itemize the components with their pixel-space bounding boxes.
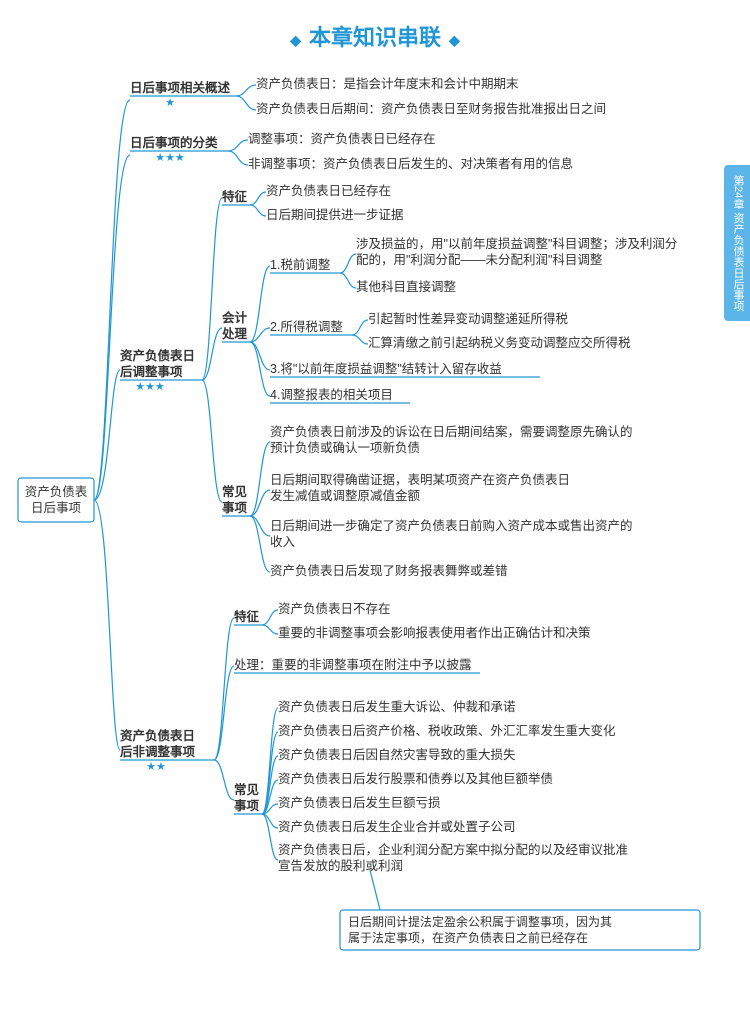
b1-label: 日后事项相关概述: [130, 80, 231, 95]
svg-text:资产负债表日后发生巨额亏损: 资产负债表日后发生巨额亏损: [278, 795, 441, 810]
svg-text:涉及损益的，用"以前年度损益调整"科目调整；涉及利润分: 涉及损益的，用"以前年度损益调整"科目调整；涉及利润分: [356, 236, 677, 251]
svg-text:处理: 处理: [221, 326, 248, 341]
root-line1: 资产负债表: [25, 485, 88, 499]
svg-text:后非调整事项: 后非调整事项: [120, 744, 196, 759]
svg-text:资产负债表日后发生企业合并或处置子公司: 资产负债表日后发生企业合并或处置子公司: [278, 819, 516, 834]
page-title: 本章知识串联: [10, 20, 740, 52]
svg-text:资产负债表日后发现了财务报表舞弊或差错: 资产负债表日后发现了财务报表舞弊或差错: [270, 563, 508, 578]
svg-text:★: ★: [165, 97, 175, 109]
svg-text:调整事项：资产负债表日已经存在: 调整事项：资产负债表日已经存在: [248, 131, 436, 146]
svg-text:汇算清缴之前引起纳税义务变动调整应交所得税: 汇算清缴之前引起纳税义务变动调整应交所得税: [368, 335, 631, 350]
svg-text:日后期间计提法定盈余公积属于调整事项，因为其: 日后期间计提法定盈余公积属于调整事项，因为其: [348, 914, 612, 929]
svg-text:重要的非调整事项会影响报表使用者作出正确估计和决策: 重要的非调整事项会影响报表使用者作出正确估计和决策: [278, 625, 591, 640]
svg-text:常见: 常见: [234, 782, 260, 797]
side-tab: 第24章 资产负债表日后事项: [724, 165, 750, 321]
svg-text:资产负债表日后，企业利润分配方案中拟分配的以及经审议批准: 资产负债表日后，企业利润分配方案中拟分配的以及经审议批准: [278, 842, 628, 857]
svg-text:会计: 会计: [222, 310, 248, 325]
svg-text:预计负债或确认一项新负债: 预计负债或确认一项新负债: [270, 440, 420, 455]
mindmap: 资产负债表 日后事项 日后事项相关概述 ★ 资产负债表日：是指会计年度末和会计中…: [10, 70, 740, 1010]
svg-text:3.将"以前年度损益调整"结转计入留存收益: 3.将"以前年度损益调整"结转计入留存收益: [270, 361, 502, 376]
svg-text:日后期间取得确凿证据，表明某项资产在资产负债表日: 日后期间取得确凿证据，表明某项资产在资产负债表日: [270, 472, 570, 487]
svg-text:引起暂时性差异变动调整递延所得税: 引起暂时性差异变动调整递延所得税: [368, 311, 569, 326]
svg-text:日后期间进一步确定了资产负债表日前购入资产成本或售出资产的: 日后期间进一步确定了资产负债表日前购入资产成本或售出资产的: [270, 518, 633, 533]
svg-text:其他科目直接调整: 其他科目直接调整: [356, 279, 457, 294]
svg-text:★★★: ★★★: [135, 381, 165, 393]
svg-text:资产负债表日后因自然灾害导致的重大损失: 资产负债表日后因自然灾害导致的重大损失: [278, 747, 516, 762]
svg-text:发生减值或调整原减值金额: 发生减值或调整原减值金额: [270, 488, 421, 503]
svg-text:资产负债表日不存在: 资产负债表日不存在: [278, 602, 391, 616]
svg-text:资产负债表日后发行股票和债券以及其他巨额举债: 资产负债表日后发行股票和债券以及其他巨额举债: [278, 771, 553, 786]
root-line2: 日后事项: [31, 501, 81, 515]
svg-text:特征: 特征: [222, 189, 248, 204]
svg-text:资产负债表日：是指会计年度末和会计中期期末: 资产负债表日：是指会计年度末和会计中期期末: [256, 76, 519, 91]
svg-text:事项: 事项: [234, 798, 260, 813]
svg-text:常见: 常见: [222, 484, 248, 499]
svg-text:2.所得税调整: 2.所得税调整: [270, 319, 343, 334]
svg-text:资产负债表日已经存在: 资产负债表日已经存在: [266, 184, 391, 198]
svg-text:★★★: ★★★: [155, 152, 185, 164]
svg-text:资产负债表日后资产价格、税收政策、外汇汇率发生重大变化: 资产负债表日后资产价格、税收政策、外汇汇率发生重大变化: [278, 723, 616, 738]
svg-text:资产负债表日后期间：资产负债表日至财务报告批准报出日之间: 资产负债表日后期间：资产负债表日至财务报告批准报出日之间: [256, 101, 606, 116]
svg-text:日后期间提供进一步证据: 日后期间提供进一步证据: [266, 207, 404, 222]
svg-text:事项: 事项: [222, 500, 248, 515]
svg-text:资产负债表日前涉及的诉讼在日后期间结案，需要调整原先确认的: 资产负债表日前涉及的诉讼在日后期间结案，需要调整原先确认的: [270, 424, 633, 439]
svg-text:处理：重要的非调整事项在附注中予以披露: 处理：重要的非调整事项在附注中予以披露: [234, 657, 472, 672]
svg-text:属于法定事项，在资产负债表日之前已经存在: 属于法定事项，在资产负债表日之前已经存在: [348, 930, 588, 945]
svg-text:资产负债表日后发生重大诉讼、仲裁和承诺: 资产负债表日后发生重大诉讼、仲裁和承诺: [278, 699, 516, 714]
svg-text:后调整事项: 后调整事项: [120, 364, 183, 379]
svg-text:非调整事项：资产负债表日后发生的、对决策者有用的信息: 非调整事项：资产负债表日后发生的、对决策者有用的信息: [248, 156, 573, 171]
svg-text:★★: ★★: [146, 761, 166, 773]
svg-text:特征: 特征: [234, 609, 260, 624]
svg-text:4.调整报表的相关项目: 4.调整报表的相关项目: [270, 387, 393, 402]
svg-text:配的，用"利润分配——未分配利润"科目调整: 配的，用"利润分配——未分配利润"科目调整: [356, 252, 603, 267]
svg-text:宣告发放的股利或利润: 宣告发放的股利或利润: [278, 858, 403, 873]
svg-text:资产负债表日: 资产负债表日: [120, 348, 195, 363]
b2-label: 日后事项的分类: [130, 135, 218, 150]
svg-text:资产负债表日: 资产负债表日: [120, 728, 195, 743]
svg-text:1.税前调整: 1.税前调整: [270, 257, 331, 272]
svg-text:收入: 收入: [270, 535, 296, 549]
